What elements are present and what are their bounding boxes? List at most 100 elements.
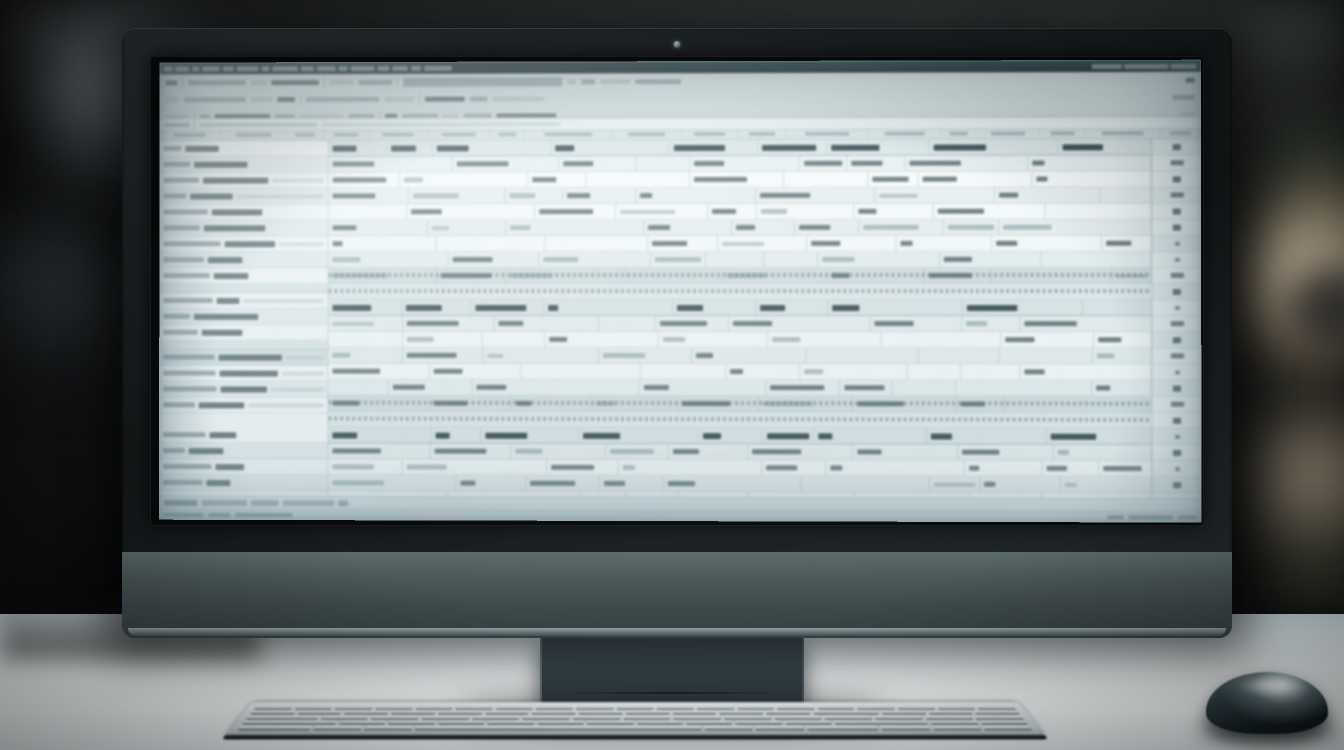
keyboard-key[interactable]: [784, 720, 832, 724]
keyboard-key[interactable]: [736, 705, 775, 709]
tool-chip[interactable]: [1180, 111, 1195, 118]
detail-row[interactable]: [159, 292, 328, 309]
menu-item[interactable]: [316, 65, 336, 71]
table-cell[interactable]: [961, 364, 1021, 380]
sheet-tab[interactable]: [282, 500, 335, 507]
table-cell[interactable]: [481, 331, 546, 347]
table-cell[interactable]: [763, 428, 815, 444]
keyboard-key[interactable]: [471, 715, 521, 719]
table-cell[interactable]: [1092, 348, 1152, 364]
table-cell[interactable]: [436, 236, 546, 252]
table-cell[interactable]: [756, 187, 876, 203]
keyboard-key[interactable]: [375, 705, 414, 709]
list-icon[interactable]: [1170, 401, 1184, 407]
table-row[interactable]: [328, 251, 1152, 269]
rail-slot[interactable]: [1152, 412, 1202, 429]
table-cell[interactable]: [706, 251, 764, 267]
rail-slot[interactable]: [1152, 428, 1202, 446]
keyboard-key[interactable]: [246, 715, 320, 719]
table-cell[interactable]: [1061, 476, 1152, 493]
keyboard-key[interactable]: [880, 725, 930, 730]
table-cell[interactable]: [402, 347, 484, 363]
table-row[interactable]: [328, 139, 1152, 157]
table-cell[interactable]: [875, 187, 996, 203]
zoom-slider[interactable]: [1128, 515, 1174, 520]
sheet-tab[interactable]: [163, 499, 198, 506]
table-cell[interactable]: [328, 331, 404, 347]
table-cell[interactable]: [402, 299, 472, 315]
keyboard-key[interactable]: [816, 705, 855, 709]
rail-slot[interactable]: [1152, 300, 1202, 317]
tool-chip[interactable]: [348, 113, 375, 119]
formula-input[interactable]: [199, 122, 318, 127]
table-cell[interactable]: [406, 204, 535, 220]
rail-slot[interactable]: [1152, 171, 1202, 188]
column-header[interactable]: [287, 130, 325, 140]
table-cell[interactable]: [962, 316, 1021, 332]
table-cell[interactable]: [699, 428, 764, 444]
menu-item[interactable]: [338, 65, 348, 71]
table-cell[interactable]: [907, 364, 962, 380]
table-cell[interactable]: [728, 316, 871, 332]
rail-slot[interactable]: [1152, 316, 1202, 333]
tool-chip[interactable]: [188, 80, 246, 86]
keyboard-key[interactable]: [623, 715, 671, 719]
table-cell[interactable]: [558, 156, 637, 172]
table-cell[interactable]: [800, 155, 848, 171]
table-cell[interactable]: [668, 444, 749, 460]
column-header[interactable]: [868, 129, 943, 139]
keyboard-key[interactable]: [421, 715, 471, 719]
table-cell[interactable]: [618, 459, 763, 476]
keyboard-key[interactable]: [636, 720, 684, 724]
tag-icon[interactable]: [1170, 353, 1184, 359]
tool-chip[interactable]: [492, 96, 545, 102]
column-header[interactable]: [942, 129, 977, 139]
rail-slot[interactable]: [1152, 251, 1202, 268]
keyboard-key[interactable]: [776, 705, 815, 709]
rail-slot[interactable]: [1152, 235, 1202, 252]
table-cell[interactable]: [494, 315, 600, 331]
detail-row[interactable]: [159, 427, 328, 444]
table-cell[interactable]: [896, 235, 993, 251]
table-cell[interactable]: [1032, 171, 1152, 187]
table-cell[interactable]: [731, 219, 796, 235]
keyboard-key[interactable]: [537, 720, 585, 724]
table-cell[interactable]: [1082, 300, 1152, 316]
keyboard-key[interactable]: [923, 715, 973, 719]
sort-icon[interactable]: [1170, 192, 1184, 198]
menu-item[interactable]: [163, 66, 173, 71]
table-cell[interactable]: [999, 348, 1093, 364]
table-cell[interactable]: [328, 188, 409, 204]
table-cell[interactable]: [756, 300, 829, 316]
table-row[interactable]: [328, 427, 1152, 445]
column-header[interactable]: [1040, 129, 1086, 139]
table-cell[interactable]: [854, 203, 934, 219]
menu-item[interactable]: [192, 65, 200, 71]
table-row[interactable]: [328, 235, 1152, 253]
menu-item[interactable]: [301, 65, 314, 71]
menu-item[interactable]: [175, 65, 190, 71]
table-cell[interactable]: [1020, 364, 1152, 380]
star-icon[interactable]: [1172, 336, 1182, 343]
sum-icon[interactable]: [1170, 160, 1184, 166]
keyboard-key[interactable]: [616, 705, 654, 709]
keyboard-key[interactable]: [485, 710, 530, 714]
table-row[interactable]: [328, 267, 1152, 285]
detail-row[interactable]: [159, 474, 328, 492]
detail-row[interactable]: [159, 443, 328, 460]
keyboard-key[interactable]: [973, 715, 1024, 719]
keyboard-key[interactable]: [672, 710, 717, 714]
detail-row[interactable]: [159, 220, 328, 237]
table-cell[interactable]: [1042, 460, 1100, 477]
table-cell[interactable]: [579, 427, 700, 444]
tool-chip[interactable]: [385, 113, 398, 119]
keyboard-key[interactable]: [320, 715, 370, 719]
menu-item[interactable]: [377, 65, 390, 71]
table-cell[interactable]: [328, 252, 449, 268]
table-cell[interactable]: [328, 140, 388, 156]
table-cell[interactable]: [431, 427, 482, 443]
detail-row[interactable]: [159, 381, 328, 398]
table-cell[interactable]: [640, 363, 727, 380]
table-cell[interactable]: [400, 172, 529, 188]
tool-chip[interactable]: [329, 79, 354, 85]
